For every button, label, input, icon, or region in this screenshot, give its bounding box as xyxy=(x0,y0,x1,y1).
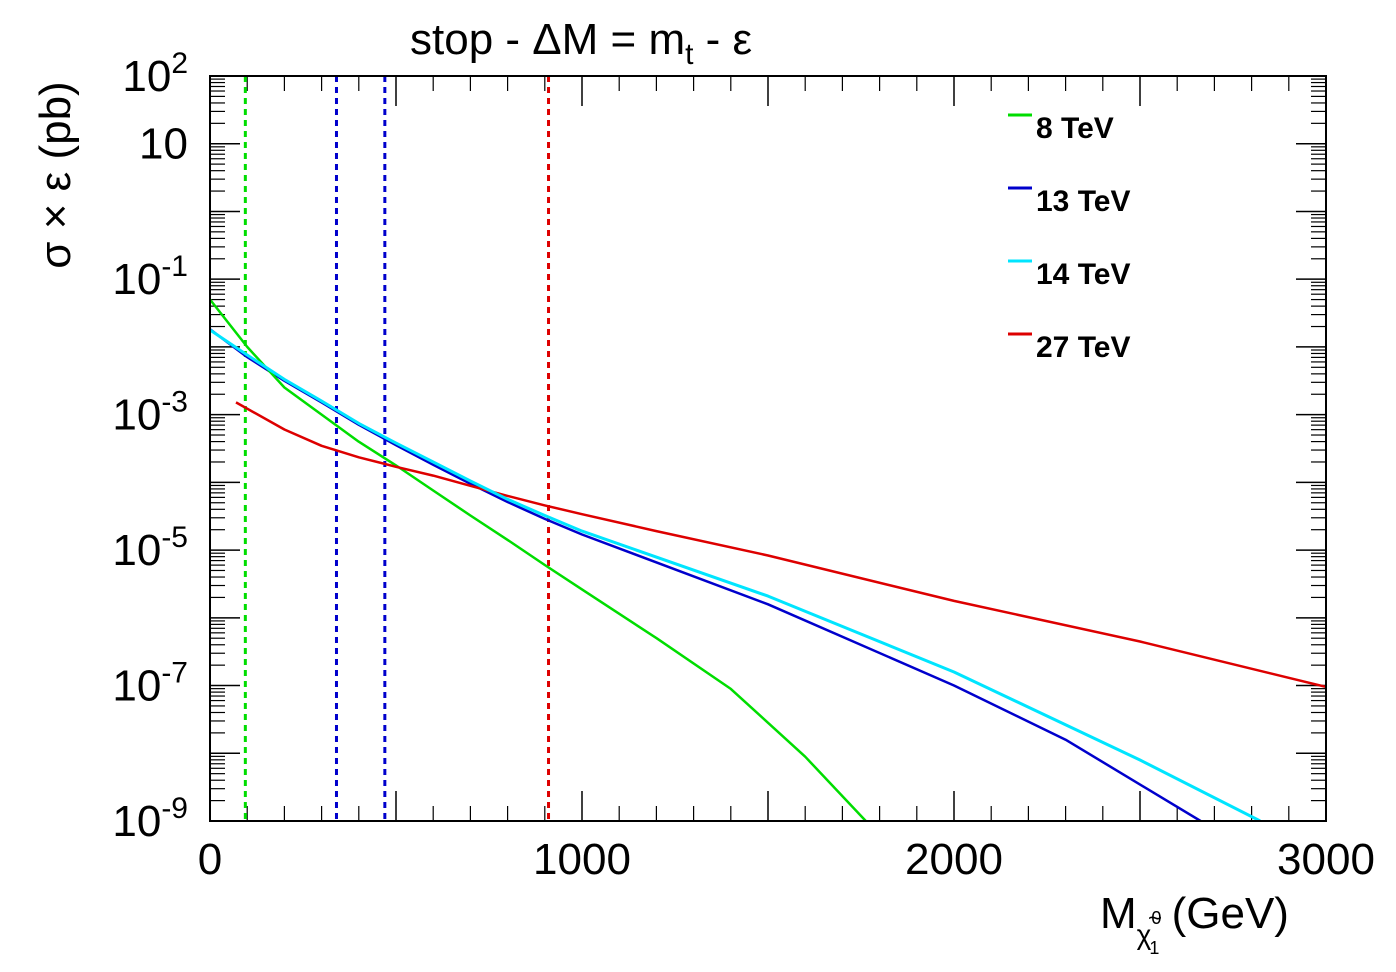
chart-title: stop - ΔM = mt - ε xyxy=(410,15,752,71)
series-line-27-tev xyxy=(235,401,1326,689)
x-tick-label: 3000 xyxy=(1277,835,1375,884)
y-axis-label: σ × ε (pb) xyxy=(31,81,80,268)
x-tick-label: 0 xyxy=(198,835,222,884)
y-tick-label: 10 xyxy=(139,120,188,169)
y-tick-label: 10-5 xyxy=(112,521,188,575)
vertical-reference-lines xyxy=(243,76,551,821)
legend-label: 13 TeV xyxy=(1036,185,1131,218)
y-tick-label: 10-3 xyxy=(112,386,188,440)
major-ticks xyxy=(209,75,1327,822)
x-tick-label: 2000 xyxy=(905,835,1003,884)
plot-frame xyxy=(209,75,1327,822)
x-axis-label: Mχ0 1 (GeV) xyxy=(1100,889,1289,958)
series-line-14-tev xyxy=(210,328,1261,821)
legend: 8 TeV 13 TeV 14 TeV 27 TeV xyxy=(1008,112,1131,364)
y-tick-label: 102 xyxy=(122,47,188,101)
y-tick-label: 10-1 xyxy=(112,250,188,304)
y-tick-labels: 102 10 10-1 10-3 10-5 10-7 10-9 xyxy=(112,47,188,846)
series-lines xyxy=(210,298,1326,821)
legend-label: 14 TeV xyxy=(1036,258,1131,291)
y-tick-label: 10-9 xyxy=(112,792,188,846)
y-tick-label: 10-7 xyxy=(112,657,188,711)
x-tick-labels: 0 1000 2000 3000 xyxy=(198,835,1375,884)
minor-ticks xyxy=(210,76,1326,821)
x-axis-tilde-mark: ~ xyxy=(1148,905,1162,932)
series-line-8-tev xyxy=(210,298,867,821)
x-tick-label: 1000 xyxy=(533,835,631,884)
legend-label: 27 TeV xyxy=(1036,331,1131,364)
legend-label: 8 TeV xyxy=(1036,112,1114,145)
